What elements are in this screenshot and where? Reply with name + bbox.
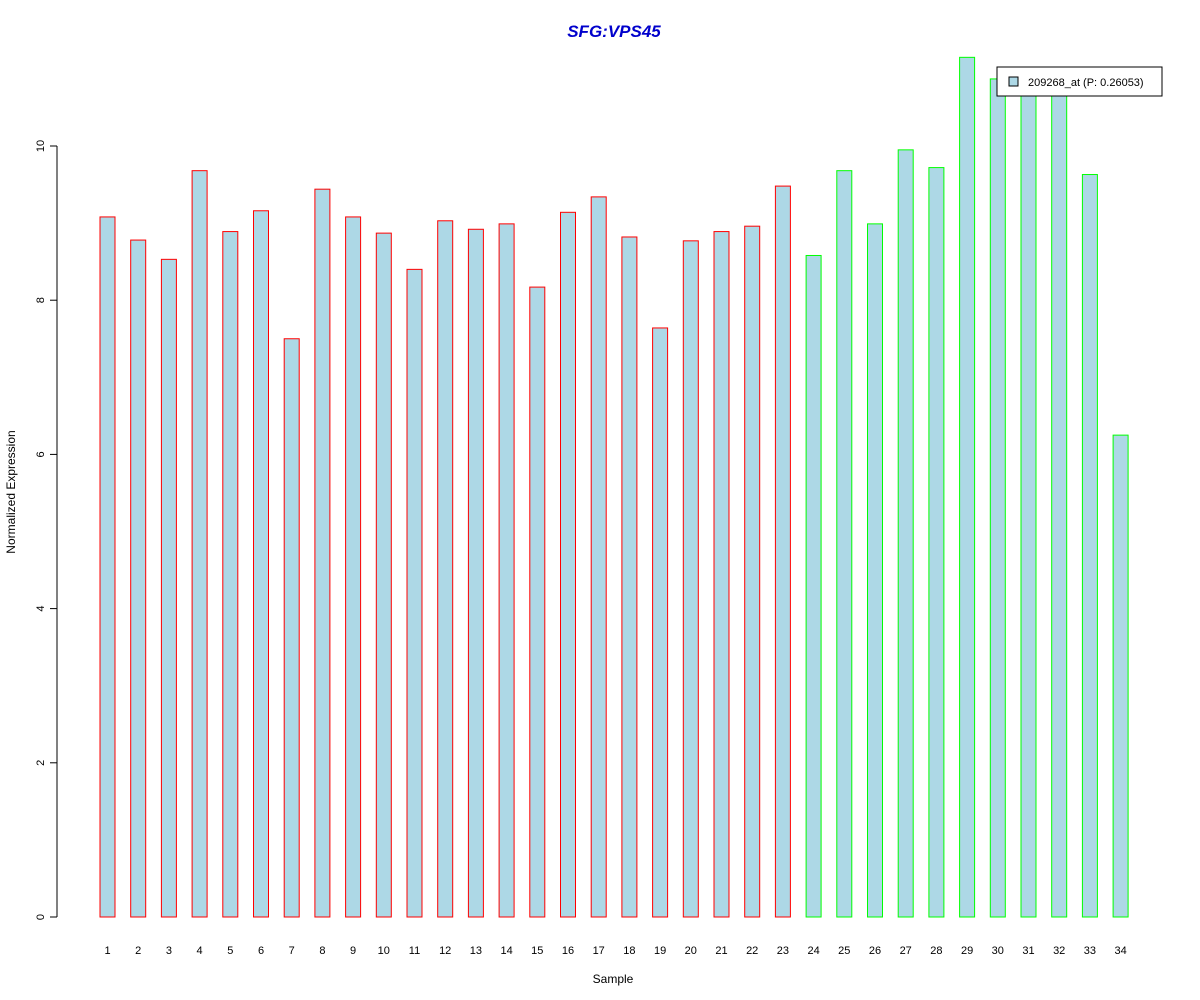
- x-tick-label: 16: [562, 945, 574, 957]
- x-tick-label: 30: [992, 945, 1004, 957]
- bar-sample-12: [437, 220, 454, 918]
- y-axis-label: Normalized Expression: [4, 430, 18, 553]
- x-tick-label: 21: [715, 945, 727, 957]
- chart-title: SFG:VPS45: [567, 22, 661, 41]
- x-tick-label: 32: [1053, 945, 1065, 957]
- legend-box: [996, 66, 1163, 97]
- bar-sample-7: [283, 338, 300, 918]
- bar-sample-33: [1081, 174, 1098, 918]
- x-tick-label: 27: [900, 945, 912, 957]
- x-tick-label: 33: [1084, 945, 1096, 957]
- x-tick-label: 31: [1022, 945, 1034, 957]
- x-tick-label: 8: [319, 945, 325, 957]
- x-tick-label: 20: [685, 945, 697, 957]
- bar-sample-24: [805, 254, 822, 918]
- x-axis-label: Sample: [593, 972, 634, 986]
- bar-sample-5: [222, 231, 239, 918]
- y-axis: 0 2 4 6 8 10: [35, 140, 58, 920]
- y-tick-label: 6: [35, 451, 47, 457]
- bar-sample-15: [529, 286, 546, 918]
- bar-sample-34: [1112, 434, 1129, 918]
- bar-sample-28: [928, 167, 945, 918]
- x-tick-label: 29: [961, 945, 973, 957]
- x-tick-label: 18: [623, 945, 635, 957]
- bar-sample-1: [99, 216, 116, 918]
- y-tick-label: 4: [35, 606, 47, 612]
- bar-sample-26: [867, 223, 883, 918]
- y-tick-label: 10: [35, 140, 47, 152]
- bar-sample-22: [744, 225, 761, 918]
- bar-sample-16: [560, 211, 576, 918]
- y-tick-label: 8: [35, 297, 47, 303]
- bar-sample-19: [652, 327, 669, 918]
- x-tick-label: 24: [807, 945, 819, 957]
- x-tick-label: 22: [746, 945, 758, 957]
- x-tick-label: 10: [378, 945, 390, 957]
- bar-sample-11: [406, 268, 423, 918]
- x-tick-label: 26: [869, 945, 881, 957]
- x-tick-label: 4: [197, 945, 203, 957]
- bar-sample-32: [1051, 78, 1068, 918]
- bar-sample-4: [191, 170, 208, 918]
- x-tick-label: 25: [838, 945, 850, 957]
- x-tick-label: 34: [1114, 945, 1126, 957]
- bars-group: [99, 56, 1129, 918]
- x-tick-label: 5: [227, 945, 233, 957]
- bar-sample-14: [498, 223, 515, 918]
- legend: 209268_at (P: 0.26053): [996, 66, 1163, 97]
- x-tick-label: 28: [930, 945, 942, 957]
- x-tick-label: 12: [439, 945, 451, 957]
- bar-sample-25: [836, 170, 853, 918]
- x-tick-label: 7: [289, 945, 295, 957]
- x-tick-label: 2: [135, 945, 141, 957]
- bar-sample-31: [1020, 78, 1037, 918]
- bar-sample-6: [253, 210, 269, 918]
- x-tick-label: 3: [166, 945, 172, 957]
- bar-sample-18: [621, 236, 638, 918]
- bar-sample-3: [160, 258, 177, 918]
- x-tick-label: 15: [531, 945, 543, 957]
- x-tick-label: 11: [409, 945, 420, 957]
- x-tick-label: 6: [258, 945, 264, 957]
- x-tick-label: 14: [500, 945, 512, 957]
- bar-sample-17: [590, 196, 607, 918]
- bar-sample-13: [467, 228, 484, 918]
- bar-sample-9: [345, 216, 362, 918]
- x-tick-label: 23: [777, 945, 789, 957]
- bar-sample-2: [130, 239, 147, 918]
- bar-sample-30: [989, 78, 1006, 918]
- bar-sample-23: [774, 185, 791, 918]
- x-tick-label: 19: [654, 945, 666, 957]
- x-tick-label: 1: [104, 945, 110, 957]
- bar-sample-21: [713, 231, 730, 918]
- bar-sample-8: [314, 188, 331, 918]
- bar-sample-29: [959, 56, 976, 918]
- x-tick-labels: 1 2 3 4 5 6 7 8 9 10 11 12 13 14 15 16 17 18 19 20 21 22 23 24 2…: [104, 945, 1126, 957]
- legend-swatch: [1008, 76, 1019, 87]
- x-tick-label: 13: [470, 945, 482, 957]
- x-tick-label: 9: [350, 945, 356, 957]
- bar-sample-20: [682, 240, 699, 918]
- y-tick-label: 2: [35, 760, 47, 766]
- x-tick-label: 17: [593, 945, 605, 957]
- bar-sample-10: [375, 232, 392, 918]
- bar-sample-27: [897, 149, 914, 918]
- legend-label: 209268_at (P: 0.26053): [1028, 77, 1144, 89]
- y-tick-label: 0: [35, 914, 47, 920]
